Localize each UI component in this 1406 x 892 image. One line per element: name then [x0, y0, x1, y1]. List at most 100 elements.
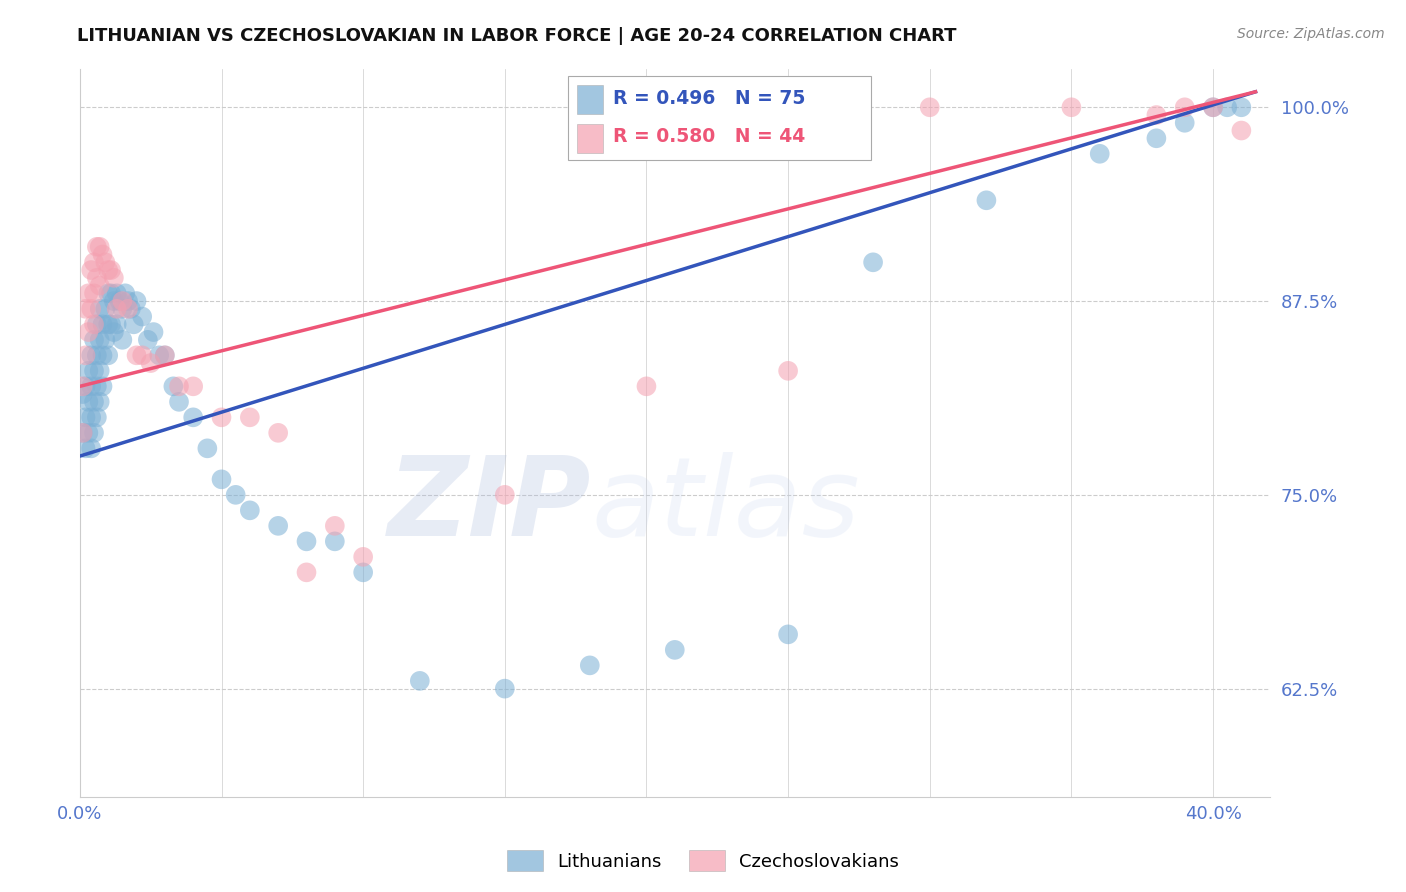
- Point: [77, 325, 100, 339]
- Point: [100, 263, 122, 277]
- Point: [83, 318, 105, 332]
- Point: [83, 425, 105, 440]
- Point: [778, 627, 800, 641]
- Point: [91, 348, 114, 362]
- Point: [105, 301, 128, 316]
- Point: [108, 294, 131, 309]
- Point: [239, 503, 262, 517]
- Point: [1174, 100, 1197, 114]
- Point: [80, 263, 103, 277]
- Legend: Lithuanians, Czechoslovakians: Lithuanians, Czechoslovakians: [499, 843, 907, 879]
- Point: [167, 379, 190, 393]
- Point: [1230, 123, 1253, 137]
- Point: [72, 425, 94, 440]
- Point: [77, 425, 100, 440]
- Point: [97, 263, 120, 277]
- Point: [86, 348, 108, 362]
- Point: [100, 286, 122, 301]
- Point: [111, 301, 134, 316]
- Point: [211, 472, 233, 486]
- Point: [86, 410, 108, 425]
- Point: [83, 364, 105, 378]
- Point: [83, 255, 105, 269]
- Point: [352, 549, 374, 564]
- Point: [75, 410, 97, 425]
- Point: [100, 318, 122, 332]
- Point: [195, 442, 218, 456]
- Point: [77, 394, 100, 409]
- Point: [211, 410, 233, 425]
- Point: [75, 348, 97, 362]
- Point: [97, 348, 120, 362]
- Point: [94, 255, 117, 269]
- Point: [86, 270, 108, 285]
- Point: [89, 240, 111, 254]
- Point: [1144, 108, 1167, 122]
- Text: LITHUANIAN VS CZECHOSLOVAKIAN IN LABOR FORCE | AGE 20-24 CORRELATION CHART: LITHUANIAN VS CZECHOSLOVAKIAN IN LABOR F…: [77, 27, 957, 45]
- Text: atlas: atlas: [592, 452, 860, 559]
- Point: [1088, 146, 1111, 161]
- Point: [89, 301, 111, 316]
- Point: [80, 410, 103, 425]
- Point: [125, 294, 148, 309]
- Point: [664, 643, 686, 657]
- Point: [72, 425, 94, 440]
- Point: [75, 379, 97, 393]
- Point: [1202, 100, 1225, 114]
- Point: [1060, 100, 1083, 114]
- Point: [86, 379, 108, 393]
- Point: [77, 364, 100, 378]
- Point: [83, 286, 105, 301]
- Point: [323, 519, 346, 533]
- Point: [409, 673, 432, 688]
- Point: [117, 301, 139, 316]
- Point: [131, 348, 153, 362]
- Point: [111, 294, 134, 309]
- Point: [94, 333, 117, 347]
- Point: [89, 364, 111, 378]
- Point: [103, 294, 125, 309]
- Point: [89, 394, 111, 409]
- Point: [153, 348, 176, 362]
- Point: [75, 301, 97, 316]
- Point: [1174, 116, 1197, 130]
- Point: [267, 425, 290, 440]
- Point: [75, 442, 97, 456]
- Point: [105, 318, 128, 332]
- Point: [86, 240, 108, 254]
- Point: [80, 348, 103, 362]
- Point: [120, 301, 142, 316]
- Point: [295, 534, 318, 549]
- Point: [89, 278, 111, 293]
- Point: [136, 333, 159, 347]
- Point: [122, 318, 145, 332]
- Point: [97, 318, 120, 332]
- Point: [918, 100, 941, 114]
- FancyBboxPatch shape: [568, 76, 872, 160]
- Point: [162, 379, 184, 393]
- Point: [1144, 131, 1167, 145]
- Point: [1202, 100, 1225, 114]
- Point: [111, 333, 134, 347]
- Text: R = 0.496   N = 75: R = 0.496 N = 75: [613, 89, 806, 108]
- Point: [352, 566, 374, 580]
- Point: [295, 566, 318, 580]
- Point: [323, 534, 346, 549]
- Point: [89, 333, 111, 347]
- Point: [91, 379, 114, 393]
- Point: [105, 286, 128, 301]
- Point: [862, 255, 884, 269]
- Point: [117, 294, 139, 309]
- Point: [778, 364, 800, 378]
- Point: [125, 348, 148, 362]
- Point: [103, 270, 125, 285]
- Point: [1216, 100, 1239, 114]
- Point: [80, 379, 103, 393]
- Text: Source: ZipAtlas.com: Source: ZipAtlas.com: [1237, 27, 1385, 41]
- Point: [494, 681, 516, 696]
- Point: [578, 658, 600, 673]
- Point: [72, 379, 94, 393]
- Point: [97, 286, 120, 301]
- Point: [1230, 100, 1253, 114]
- Point: [103, 325, 125, 339]
